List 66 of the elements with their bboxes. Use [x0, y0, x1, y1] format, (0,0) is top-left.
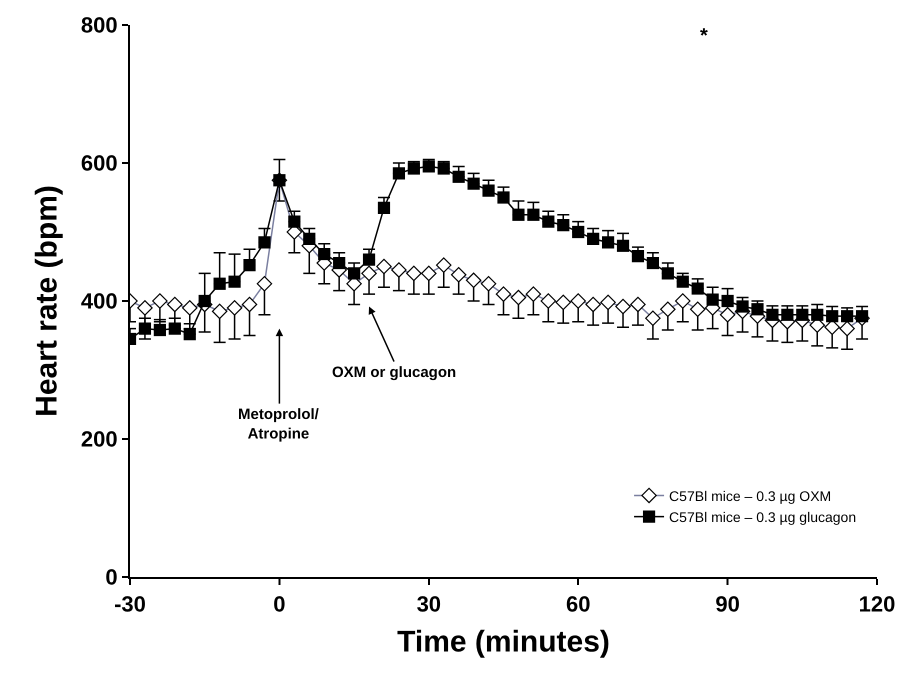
- point: [512, 208, 525, 221]
- point: [362, 254, 376, 266]
- point: [452, 170, 465, 183]
- point: [557, 219, 570, 232]
- point: [796, 308, 808, 321]
- x-tick-label: 30: [416, 591, 442, 616]
- x-axis-title: Time (minutes): [397, 625, 610, 658]
- point: [587, 232, 600, 245]
- point: [258, 236, 271, 248]
- point: [168, 322, 181, 335]
- point: [333, 256, 346, 270]
- point: [527, 208, 540, 221]
- point: [706, 294, 719, 306]
- annotation: Metoprolol/ Atropine: [238, 406, 320, 442]
- point: [542, 216, 554, 228]
- point: [736, 300, 749, 313]
- point: [288, 216, 300, 228]
- point: [692, 282, 704, 295]
- y-tick-label: 0: [105, 564, 118, 590]
- point: [214, 278, 226, 290]
- point: [632, 250, 644, 262]
- point: [766, 308, 779, 321]
- annotation: *: [700, 25, 708, 47]
- point: [646, 256, 659, 270]
- point: [198, 294, 211, 308]
- point: [781, 308, 794, 321]
- point: [438, 162, 450, 175]
- point: [616, 240, 630, 252]
- point: [722, 294, 734, 308]
- point: [751, 303, 764, 316]
- point: [662, 267, 674, 280]
- legend-label: C57Bl mice – 0.3 µg glucagon: [669, 509, 856, 526]
- y-axis-title: Heart rate (bpm): [30, 185, 64, 417]
- point: [408, 162, 420, 175]
- x-tick-label: 90: [715, 591, 740, 616]
- point: [811, 308, 824, 321]
- point: [184, 328, 196, 340]
- point: [392, 167, 406, 180]
- y-tick-label: 200: [80, 426, 118, 452]
- x-tick-label: 0: [273, 591, 286, 616]
- y-tick-label: 400: [80, 288, 118, 314]
- x-tick-label: -30: [114, 591, 146, 616]
- point: [497, 191, 510, 204]
- point: [602, 236, 614, 248]
- point: [841, 310, 854, 322]
- point: [572, 226, 584, 238]
- point: [138, 322, 152, 335]
- point: [676, 276, 689, 288]
- y-tick-label: 600: [80, 150, 118, 176]
- point: [243, 259, 256, 272]
- annotation: OXM or glucagon: [332, 364, 456, 381]
- point: [482, 184, 495, 197]
- point: [468, 178, 480, 190]
- legend-label: C57Bl mice – 0.3 µg OXM: [669, 488, 832, 504]
- point: [826, 310, 838, 322]
- point: [303, 232, 316, 245]
- point: [422, 160, 435, 173]
- y-tick-label: 800: [80, 12, 118, 38]
- x-tick-label: 60: [566, 591, 590, 616]
- point: [348, 267, 360, 280]
- point: [228, 276, 241, 288]
- point: [318, 248, 330, 260]
- point: [856, 310, 868, 322]
- point: [378, 202, 390, 214]
- point: [154, 324, 166, 336]
- x-tick-label: 120: [858, 591, 896, 616]
